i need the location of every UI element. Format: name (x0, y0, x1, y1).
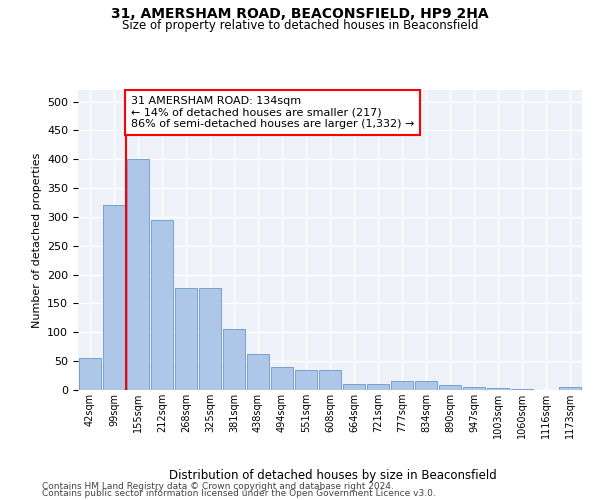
Text: Contains public sector information licensed under the Open Government Licence v3: Contains public sector information licen… (42, 489, 436, 498)
Bar (319, 370, 341, 390)
Bar (391, 382, 413, 390)
Text: Distribution of detached houses by size in Beaconsfield: Distribution of detached houses by size … (169, 470, 497, 482)
Bar (247, 354, 269, 390)
Bar (343, 384, 365, 390)
Bar (175, 288, 197, 390)
Bar (271, 367, 293, 390)
Bar (295, 370, 317, 390)
Y-axis label: Number of detached properties: Number of detached properties (32, 152, 41, 328)
Bar (367, 384, 389, 390)
Bar (151, 220, 173, 390)
Bar (487, 388, 509, 390)
Bar (463, 387, 485, 390)
Bar (79, 358, 101, 390)
Text: 31 AMERSHAM ROAD: 134sqm
← 14% of detached houses are smaller (217)
86% of semi-: 31 AMERSHAM ROAD: 134sqm ← 14% of detach… (131, 96, 414, 129)
Text: Contains HM Land Registry data © Crown copyright and database right 2024.: Contains HM Land Registry data © Crown c… (42, 482, 394, 491)
Text: Size of property relative to detached houses in Beaconsfield: Size of property relative to detached ho… (122, 18, 478, 32)
Bar (127, 159, 149, 390)
Bar (439, 386, 461, 390)
Bar (415, 382, 437, 390)
Bar (559, 387, 581, 390)
Bar (199, 288, 221, 390)
Bar (103, 206, 125, 390)
Text: 31, AMERSHAM ROAD, BEACONSFIELD, HP9 2HA: 31, AMERSHAM ROAD, BEACONSFIELD, HP9 2HA (111, 8, 489, 22)
Bar (223, 329, 245, 390)
